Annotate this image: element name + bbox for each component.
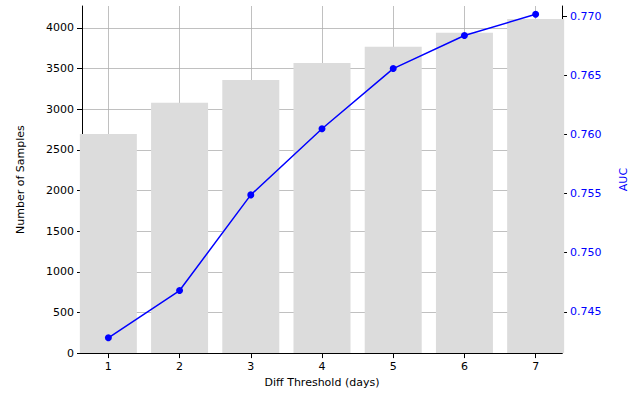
svg-text:6: 6 (461, 360, 468, 373)
svg-text:Diff Threshold (days): Diff Threshold (days) (265, 376, 380, 389)
svg-text:3500: 3500 (46, 62, 74, 75)
svg-text:4: 4 (319, 360, 326, 373)
svg-text:0.770: 0.770 (570, 10, 602, 23)
svg-text:2: 2 (176, 360, 183, 373)
svg-text:7: 7 (532, 360, 539, 373)
svg-text:0.755: 0.755 (570, 187, 602, 200)
svg-text:5: 5 (390, 360, 397, 373)
svg-text:4000: 4000 (46, 21, 74, 34)
svg-text:1500: 1500 (46, 225, 74, 238)
svg-text:0.760: 0.760 (570, 128, 602, 141)
svg-text:0: 0 (67, 347, 74, 360)
svg-text:0.765: 0.765 (570, 69, 602, 82)
svg-text:Number of Samples: Number of Samples (14, 125, 27, 234)
svg-text:0.750: 0.750 (570, 246, 602, 259)
svg-text:3: 3 (247, 360, 254, 373)
svg-text:1000: 1000 (46, 265, 74, 278)
svg-text:3000: 3000 (46, 103, 74, 116)
svg-text:2000: 2000 (46, 184, 74, 197)
svg-text:2500: 2500 (46, 143, 74, 156)
svg-text:1: 1 (105, 360, 112, 373)
svg-text:0.745: 0.745 (570, 305, 602, 318)
svg-text:500: 500 (53, 306, 74, 319)
svg-text:AUC: AUC (617, 168, 630, 192)
